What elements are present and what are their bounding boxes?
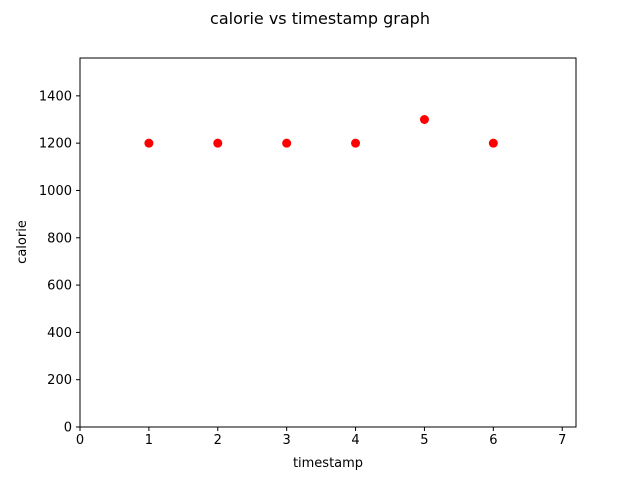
y-tick-label: 600 (47, 279, 72, 294)
x-tick-label: 5 (420, 433, 428, 448)
data-point (351, 138, 361, 148)
data-point (488, 138, 498, 148)
data-point (282, 138, 292, 148)
y-tick-label: 400 (47, 326, 72, 341)
y-tick-label: 1200 (39, 137, 72, 152)
y-tick-label: 1400 (39, 89, 72, 104)
plot-frame (79, 57, 577, 428)
x-tick-label: 7 (558, 433, 566, 448)
data-points (144, 115, 498, 148)
y-tick-label: 1000 (39, 184, 72, 199)
data-point (144, 138, 154, 148)
x-tick-label: 6 (489, 433, 497, 448)
x-tick-label: 4 (351, 433, 359, 448)
x-tick-label: 3 (283, 433, 291, 448)
x-axis: 0 1 2 3 4 5 6 7 (76, 427, 566, 448)
data-point (419, 115, 429, 124)
y-tick-label: 800 (47, 231, 72, 246)
x-tick-label: 2 (214, 433, 222, 448)
y-tick-label: 0 (64, 421, 72, 436)
y-tick-label: 200 (47, 373, 72, 388)
data-point (213, 138, 223, 148)
chart-title: calorie vs timestamp graph (210, 9, 430, 28)
x-tick-label: 0 (76, 433, 84, 448)
y-axis: 0 200 400 600 800 1000 1200 1400 (39, 89, 80, 436)
x-axis-label: timestamp (293, 456, 363, 471)
y-axis-label: calorie (15, 220, 30, 264)
x-tick-label: 1 (145, 433, 153, 448)
